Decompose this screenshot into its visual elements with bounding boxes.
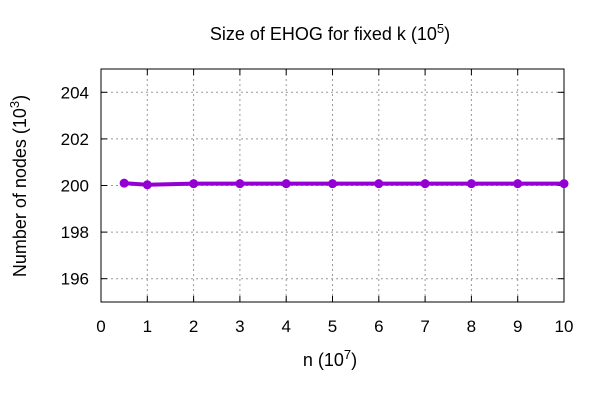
y-tick-label: 198 [61, 223, 89, 242]
x-tick-label: 0 [96, 317, 105, 336]
x-tick-label: 8 [467, 317, 476, 336]
data-point [189, 179, 199, 189]
x-tick-label: 2 [189, 317, 198, 336]
y-tick-label: 196 [61, 270, 89, 289]
data-point [374, 179, 384, 189]
data-point [559, 179, 569, 189]
x-tick-label: 6 [374, 317, 383, 336]
x-tick-label: 7 [420, 317, 429, 336]
data-point [119, 178, 129, 188]
x-tick-label: 3 [235, 317, 244, 336]
x-tick-label: 4 [281, 317, 290, 336]
y-tick-label: 202 [61, 130, 89, 149]
data-point [142, 180, 152, 190]
series-layer [119, 178, 569, 190]
y-tick-label: 204 [61, 83, 89, 102]
data-point [513, 179, 523, 189]
y-axis-label: Number of nodes (103) [7, 95, 30, 277]
axis-ticks: 0 1 2 3 4 5 6 7 8 9 10 196 198 200 202 204 [61, 69, 574, 336]
data-point [420, 179, 430, 189]
y-tick-label: 200 [61, 177, 89, 196]
data-point [235, 179, 245, 189]
x-tick-label: 9 [513, 317, 522, 336]
chart-title: Size of EHOG for fixed k (105) [210, 21, 450, 44]
x-axis-label: n (107) [303, 347, 357, 370]
x-tick-label: 1 [143, 317, 152, 336]
x-tick-label: 10 [555, 317, 574, 336]
x-tick-label: 5 [328, 317, 337, 336]
data-point [328, 179, 337, 189]
data-point [281, 179, 291, 189]
data-point [466, 179, 476, 189]
